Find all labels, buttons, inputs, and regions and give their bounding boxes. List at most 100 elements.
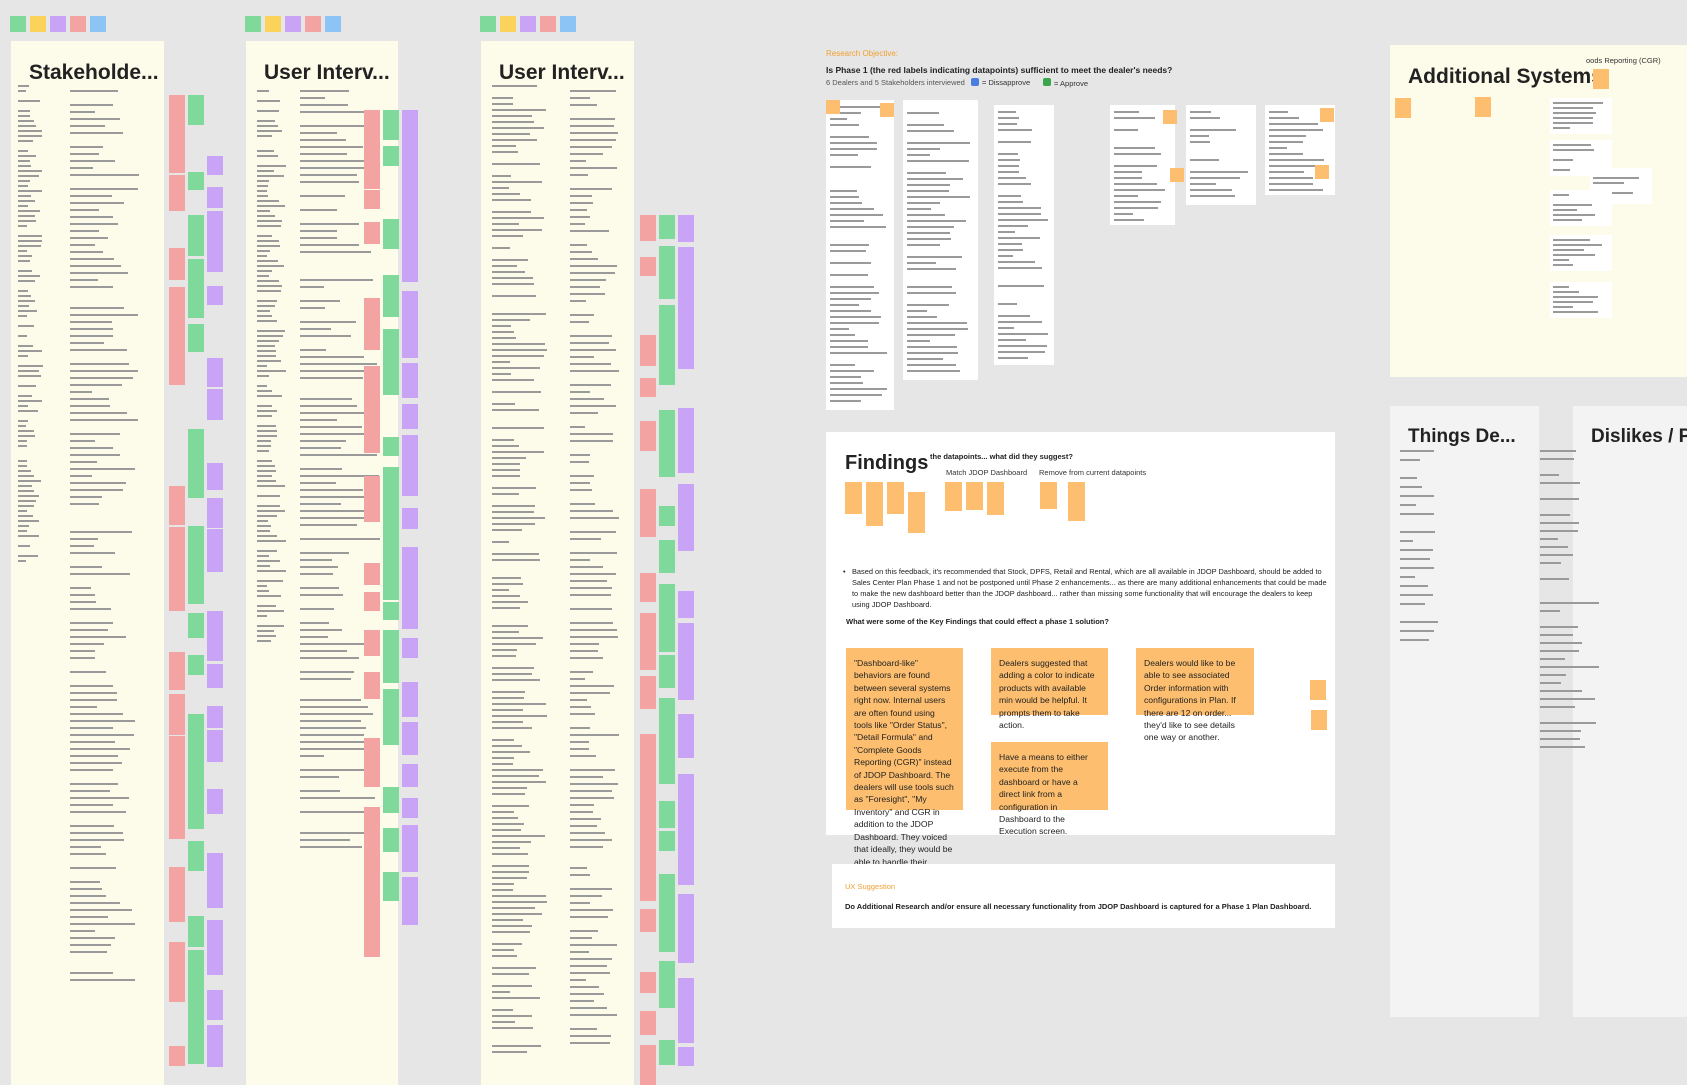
bullet: •: [843, 567, 846, 576]
text-line: [18, 470, 31, 472]
sticky-note: [402, 764, 418, 788]
text-line: [570, 118, 616, 120]
text-line: [70, 706, 97, 708]
text-line: [1400, 486, 1423, 488]
text-line: [570, 895, 603, 897]
text-line: [1190, 129, 1237, 131]
text-line: [570, 636, 618, 638]
text-line: [492, 835, 545, 837]
text-line: [257, 635, 276, 637]
sticky-note: [169, 735, 185, 776]
text-line: [300, 447, 342, 449]
sticky-note: [169, 866, 185, 907]
text-line: [570, 167, 618, 169]
color-chip: [520, 16, 536, 32]
text-line: [257, 415, 272, 417]
text-line: [1540, 554, 1573, 556]
text-line: [492, 1045, 541, 1047]
sticky-note: [169, 247, 185, 281]
text-line: [830, 154, 858, 156]
text-line: [570, 818, 602, 820]
sticky-note: [640, 334, 656, 366]
text-line: [998, 201, 1024, 203]
text-line: [257, 585, 267, 587]
text-line: [570, 244, 587, 246]
text-line: [492, 829, 522, 831]
text-line: [492, 919, 524, 921]
text-line: [70, 538, 99, 540]
text-line: [257, 365, 267, 367]
text-line: [70, 447, 114, 449]
text-line: [300, 174, 358, 176]
text-line: [1553, 122, 1594, 124]
text-line: [70, 657, 96, 659]
sticky-note: [169, 318, 185, 361]
sticky-note: [207, 639, 223, 662]
sticky-note: [188, 915, 204, 947]
text-line: [18, 420, 28, 422]
text-line: [492, 817, 519, 819]
text-line: [257, 150, 275, 152]
text-line: [492, 751, 530, 753]
text-line: [492, 541, 510, 543]
text-line: [907, 112, 939, 114]
text-line: [492, 523, 536, 525]
text-line: [1553, 296, 1598, 298]
text-line: [492, 967, 536, 969]
text-line: [257, 595, 281, 597]
sticky-note: [364, 857, 380, 888]
text-line: [492, 637, 544, 639]
text-line: [492, 505, 535, 507]
text-line: [570, 209, 588, 211]
sticky-note: [402, 852, 418, 872]
text-line: [70, 216, 113, 218]
text-line: [1540, 498, 1579, 500]
text-line: [570, 685, 614, 687]
text-line: [70, 118, 120, 120]
text-line: [257, 395, 282, 397]
text-line: [1269, 183, 1314, 185]
text-line: [300, 356, 364, 358]
sticky-note: [678, 517, 694, 552]
text-line: [300, 559, 333, 561]
text-line: [492, 217, 544, 219]
color-chip: [245, 16, 261, 32]
text-line: [70, 440, 96, 442]
text-line: [300, 713, 373, 715]
text-line: [257, 235, 272, 237]
sticky-note: [364, 221, 380, 245]
text-line: [1553, 219, 1583, 221]
text-line: [830, 340, 868, 342]
text-line: [18, 535, 39, 537]
text-line: [70, 937, 115, 939]
text-line: [300, 517, 366, 519]
text-line: [1400, 477, 1417, 479]
text-line: [300, 790, 340, 792]
text-line: [257, 605, 277, 607]
sticky-note: [1320, 108, 1334, 122]
text-line: [257, 175, 285, 177]
text-line: [257, 535, 277, 537]
thumb-down-icon: [971, 78, 979, 86]
text-line: [257, 250, 270, 252]
text-line: [300, 90, 349, 92]
text-line: [70, 244, 95, 246]
text-line: [570, 482, 591, 484]
text-line: [998, 321, 1042, 323]
text-line: [70, 622, 114, 624]
sticky-note: [640, 513, 656, 538]
sticky-note: [402, 507, 418, 529]
text-line: [1540, 530, 1578, 532]
text-line: [257, 215, 275, 217]
sticky-note: Dealers would like to be able to see ass…: [1136, 648, 1254, 742]
sticky-note: [364, 591, 380, 612]
text-line: [907, 364, 957, 366]
text-line: [300, 720, 361, 722]
text-line: [1540, 738, 1581, 740]
text-line: [300, 832, 370, 834]
text-line: [1540, 722, 1597, 724]
text-line: [492, 925, 532, 927]
text-line: [492, 865, 529, 867]
text-line: [492, 343, 545, 345]
sticky-note: [659, 726, 675, 762]
